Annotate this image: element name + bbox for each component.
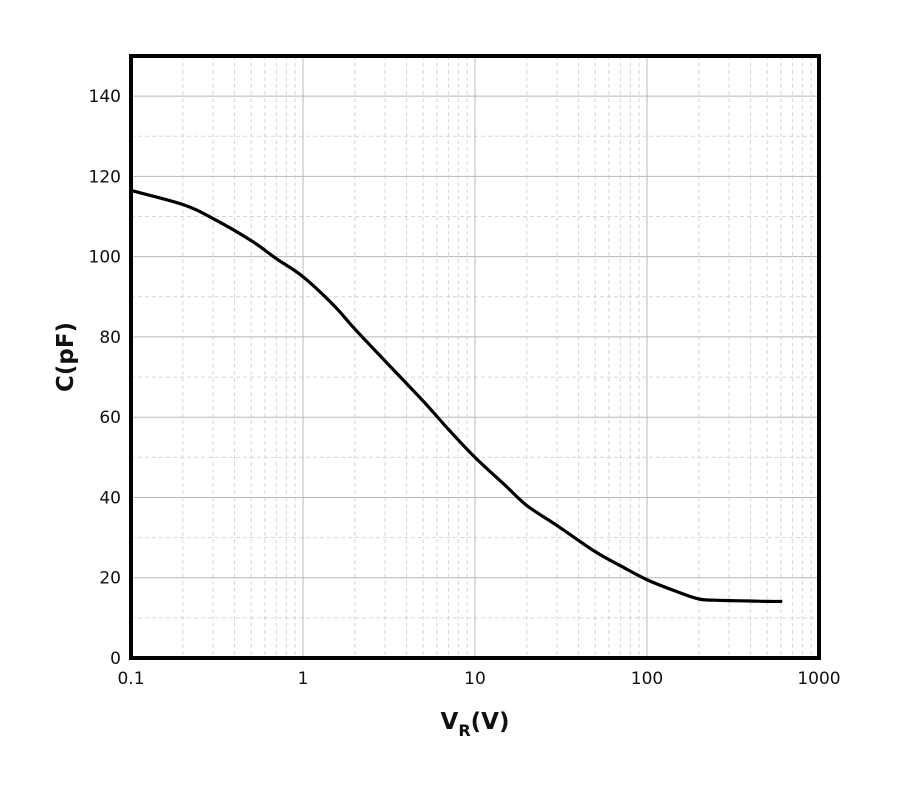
y-tick-label: 100 [89,248,121,268]
series-line [129,188,783,604]
y-tick-label: 80 [99,328,121,348]
plot-frame [129,54,821,660]
x-axis-title-sub: R [458,721,470,740]
y-axis-ticks: 0 20 40 60 80 100 120 140 [89,87,121,669]
x-tick-label: 10 [464,669,486,689]
plot-area [129,188,783,604]
y-tick-label: 120 [89,167,121,187]
x-tick-label: 1 [298,669,309,689]
x-axis-title-main: V [441,709,459,735]
y-tick-label: 40 [99,488,121,508]
y-axis-title: C(pF) [53,322,79,392]
grid [130,56,820,659]
x-axis-title: VR(V) [441,709,510,740]
x-axis-ticks: 0.1 1 10 100 1000 [117,669,840,689]
x-axis-title-unit: (V) [471,709,510,735]
y-tick-label: 140 [89,87,121,107]
y-tick-label: 60 [99,408,121,428]
x-tick-label: 100 [631,669,663,689]
y-tick-label: 20 [99,569,121,589]
y-tick-label: 0 [110,649,121,669]
x-tick-label: 1000 [797,669,840,689]
x-tick-label: 0.1 [117,669,144,689]
